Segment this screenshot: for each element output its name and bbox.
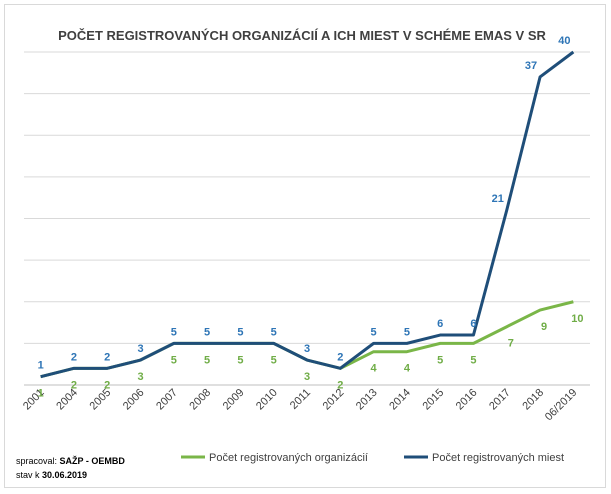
legend-label-sites: Počet registrovaných miest xyxy=(432,452,564,464)
data-label-sites: 5 xyxy=(237,326,243,338)
x-tick-label: 2010 xyxy=(254,387,280,413)
x-tick-label: 2009 xyxy=(221,387,247,413)
x-tick-label: 2007 xyxy=(154,387,180,413)
data-label-sites: 2 xyxy=(71,351,77,363)
chart-title: POČET REGISTROVANÝCH ORGANIZÁCIÍ A ICH M… xyxy=(58,28,546,43)
x-tick-label: 2006 xyxy=(121,387,147,413)
data-label-sites: 6 xyxy=(437,318,443,330)
data-labels: 1 2 2 3 5 5 5 5 3 2 5 5 6 6 21 37 40 1 2 2 3 5 5 5 5 3 2 4 4 5 5 7 9 10 xyxy=(38,35,584,400)
series-line-sites xyxy=(40,50,575,379)
data-label-sites: 3 xyxy=(137,343,143,355)
data-label-sites: 5 xyxy=(404,326,410,338)
legend-label-organizations: Počet registrovaných organizácií xyxy=(209,452,368,464)
data-label-organizations: 5 xyxy=(470,354,476,366)
data-label-organizations: 5 xyxy=(437,354,443,366)
data-label-organizations: 2 xyxy=(337,379,343,391)
source-state-date: 30.06.2019 xyxy=(42,470,88,480)
x-tick-label: 2016 xyxy=(454,387,480,413)
data-label-organizations: 10 xyxy=(571,313,583,325)
data-label-organizations: 7 xyxy=(508,338,514,350)
data-label-sites: 21 xyxy=(492,193,504,205)
data-label-organizations: 2 xyxy=(104,379,110,391)
data-label-organizations: 5 xyxy=(271,354,277,366)
x-tick-label: 06/2019 xyxy=(543,387,580,424)
data-label-sites: 2 xyxy=(104,351,110,363)
chart-frame xyxy=(4,4,606,488)
source-processed-label: spracoval: xyxy=(16,456,60,466)
data-label-organizations: 3 xyxy=(137,371,143,383)
data-label-sites: 2 xyxy=(337,351,343,363)
x-tick-label: 2008 xyxy=(187,387,213,413)
x-tick-label: 2014 xyxy=(387,387,413,413)
legend: Počet registrovaných organizácií Počet re… xyxy=(181,452,564,464)
source-processed-by: SAŽP - OEMBD xyxy=(59,456,125,466)
x-tick-label: 2018 xyxy=(520,387,546,413)
x-axis-ticks: 2001 2004 2005 2006 2007 2008 2009 2010 2011 2012… xyxy=(21,387,580,424)
data-label-organizations: 2 xyxy=(71,379,77,391)
source-state-label: stav k xyxy=(16,470,43,480)
data-label-sites: 5 xyxy=(371,326,377,338)
data-label-sites: 5 xyxy=(204,326,210,338)
grid-lines xyxy=(24,51,590,386)
x-tick-label: 2015 xyxy=(420,387,446,413)
data-label-organizations: 4 xyxy=(404,363,411,375)
data-label-organizations: 9 xyxy=(541,321,547,333)
data-label-organizations: 5 xyxy=(171,354,177,366)
source-state: stav k 30.06.2019 xyxy=(16,470,87,480)
x-tick-label: 2017 xyxy=(487,387,513,413)
data-label-sites: 40 xyxy=(558,35,570,47)
data-label-organizations: 5 xyxy=(237,354,243,366)
data-label-organizations: 3 xyxy=(304,371,310,383)
data-label-organizations: 5 xyxy=(204,354,210,366)
data-label-sites: 3 xyxy=(304,343,310,355)
source-processed: spracoval: SAŽP - OEMBD xyxy=(16,456,125,466)
x-tick-label: 2013 xyxy=(354,387,380,413)
data-label-organizations: 1 xyxy=(38,388,44,400)
series-lines xyxy=(40,50,575,379)
data-label-sites: 5 xyxy=(171,326,177,338)
data-label-sites: 37 xyxy=(525,60,537,72)
data-label-organizations: 4 xyxy=(371,363,378,375)
data-label-sites: 6 xyxy=(470,318,476,330)
x-tick-label: 2011 xyxy=(288,387,313,412)
data-label-sites: 5 xyxy=(271,326,277,338)
data-label-sites: 1 xyxy=(38,360,44,372)
